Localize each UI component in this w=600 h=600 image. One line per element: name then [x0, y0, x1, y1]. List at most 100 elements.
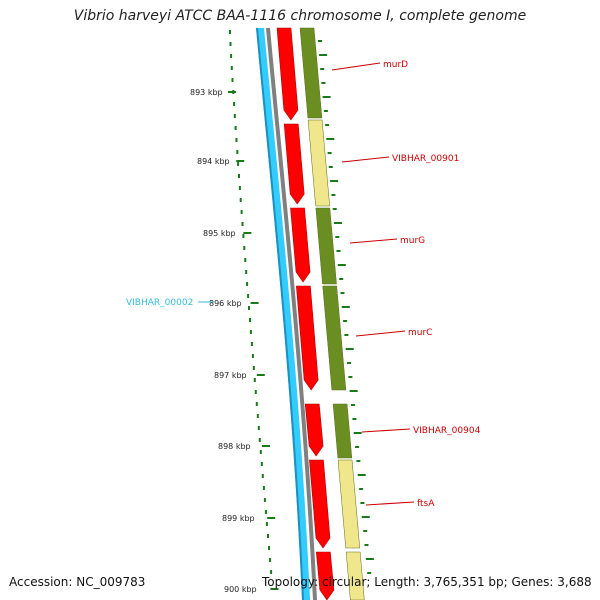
gc-dot	[240, 210, 243, 214]
tick-label: 896 kbp	[209, 299, 242, 308]
genome-summary-text: Topology: circular; Length: 3,765,351 bp…	[262, 575, 592, 589]
gc-mark	[353, 432, 362, 434]
gc-dot	[233, 102, 236, 106]
gc-dot	[249, 330, 252, 334]
cds-arrow	[315, 551, 335, 600]
gc-dot	[233, 114, 236, 118]
gene-block	[322, 285, 347, 391]
tick-mark	[270, 588, 279, 590]
gc-dot	[256, 414, 259, 418]
gene-block	[345, 551, 365, 600]
cds-arrow	[283, 123, 305, 205]
tick-mark	[236, 160, 245, 162]
gene-block	[337, 459, 361, 549]
gc-dot	[242, 234, 245, 238]
reverse-gene-label: VIBHAR_00002	[126, 298, 193, 308]
gc-mark	[318, 40, 322, 42]
gene-block	[307, 119, 330, 207]
gc-mark	[363, 530, 368, 532]
cds-track	[276, 27, 335, 600]
gene-label: ftsA	[417, 499, 435, 509]
tick-mark	[267, 517, 276, 519]
reverse-strand-edge	[256, 28, 304, 600]
gene-label: murD	[383, 60, 408, 70]
gc-dot	[261, 474, 264, 478]
gc-dot	[236, 150, 239, 154]
cds-arrow	[276, 27, 299, 121]
gc-dot	[246, 282, 249, 286]
gc-dot	[245, 270, 248, 274]
tick-label: 895 kbp	[203, 229, 236, 238]
cds-arrow	[290, 207, 311, 283]
gc-dot	[239, 198, 242, 202]
gc-mark	[347, 362, 352, 364]
gc-dot	[229, 42, 232, 46]
gene-label: murC	[408, 328, 432, 338]
gc-dot	[258, 438, 261, 442]
gc-dot	[230, 66, 233, 70]
gc-mark	[332, 208, 337, 210]
gc-mark	[352, 418, 357, 420]
gc-mark	[364, 544, 369, 546]
gc-dot	[244, 258, 247, 262]
gene-block	[315, 207, 337, 285]
gc-dot	[248, 306, 250, 310]
accession-text: Accession: NC_009783	[9, 575, 146, 589]
gene-leader-line	[341, 156, 390, 163]
gc-skew-track	[229, 30, 374, 574]
gc-dot	[238, 174, 240, 178]
tick-mark	[228, 91, 236, 93]
gc-mark	[326, 138, 335, 140]
gene-leader-line	[349, 238, 398, 244]
tick-label: 898 kbp	[218, 442, 251, 451]
gc-dot	[267, 534, 269, 538]
gc-dot	[262, 486, 265, 490]
gene-label: murG	[400, 236, 425, 246]
gc-dot	[264, 510, 267, 514]
gc-mark	[321, 82, 326, 84]
gc-dot	[230, 54, 233, 58]
gc-dot	[269, 558, 272, 562]
gc-dot	[268, 546, 270, 550]
gc-mark	[365, 558, 374, 560]
tick-label: 900 kbp	[224, 585, 257, 594]
gene-label: VIBHAR_00904	[413, 426, 481, 436]
gc-dot	[250, 342, 253, 346]
gc-dot	[229, 30, 231, 34]
tick-label: 897 kbp	[214, 371, 247, 380]
gene-label: VIBHAR_00901	[392, 154, 459, 164]
gc-dot	[253, 378, 256, 382]
gc-dot	[270, 570, 273, 574]
gc-mark	[335, 236, 340, 238]
gene-label-track: murD VIBHAR_00901 murG murC VIBHAR_00904 ftsA…	[126, 60, 481, 509]
gc-mark	[361, 516, 370, 518]
gc-mark	[330, 180, 339, 182]
gene-leader-line	[361, 428, 411, 433]
gc-dot	[235, 138, 238, 142]
gc-mark	[320, 68, 325, 70]
tick-label: 894 kbp	[197, 157, 230, 166]
tick-label: 893 kbp	[190, 88, 223, 97]
gc-dot	[252, 366, 255, 370]
cds-arrow	[296, 285, 319, 391]
tick-mark	[262, 445, 270, 447]
gc-dot	[234, 126, 237, 130]
gc-mark	[337, 264, 346, 266]
gc-dot	[263, 498, 266, 502]
gene-leader-line	[365, 501, 415, 506]
gc-mark	[319, 54, 328, 56]
tick-mark	[250, 302, 259, 304]
gc-dot	[247, 294, 250, 298]
tick-mark	[256, 374, 265, 376]
gc-dot	[249, 318, 251, 322]
gc-dot	[255, 402, 258, 406]
gc-dot	[254, 390, 257, 394]
gc-dot	[243, 246, 246, 250]
gene-track	[299, 27, 365, 600]
gc-mark	[327, 152, 332, 154]
gc-dot	[257, 426, 260, 430]
gc-mark	[357, 474, 366, 476]
gc-dot	[259, 450, 262, 454]
